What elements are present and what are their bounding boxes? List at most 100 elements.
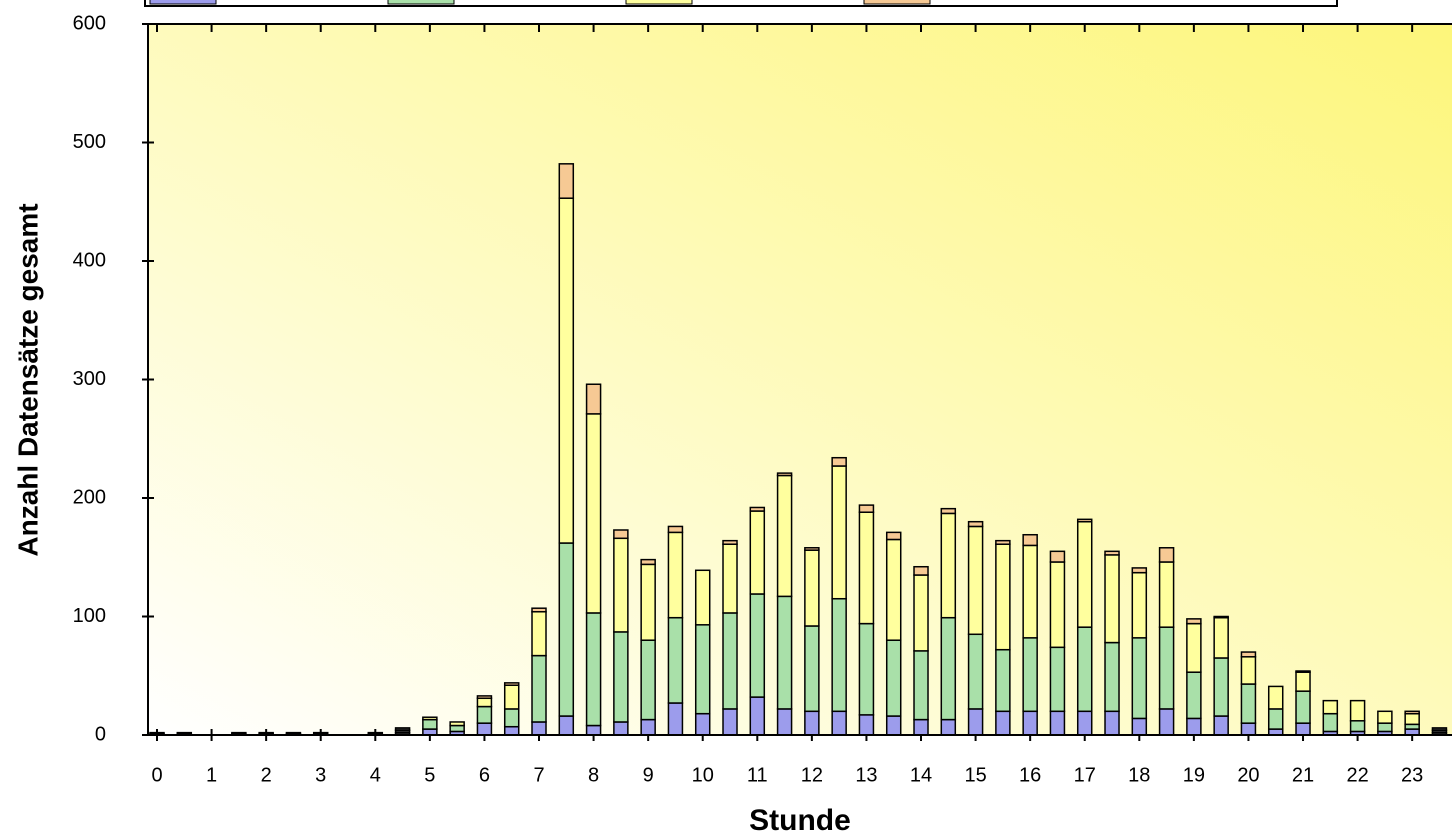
bar-segment: [885, 639, 902, 717]
bar-segment: [640, 563, 656, 641]
bar-segment: [667, 702, 684, 736]
bar-segment: [1022, 637, 1038, 713]
bar-segment: [585, 612, 602, 727]
bar-segment: [476, 705, 493, 724]
bar-segment: [1186, 671, 1202, 720]
y-axis-title: Anzahl Datensätze gesamt: [12, 203, 43, 556]
bar-segment: [1049, 561, 1066, 649]
bar-segment: [613, 631, 629, 723]
y-tick-label: 500: [73, 131, 106, 153]
bar-segment: [722, 543, 738, 614]
bar-segment: [1076, 710, 1093, 736]
bar-segment: [913, 574, 929, 652]
bar-segment: [804, 549, 820, 627]
x-tick-label: 2: [261, 764, 272, 786]
bar-segment: [749, 510, 766, 595]
bar-segment: [885, 531, 902, 541]
bar-segment: [667, 525, 684, 534]
x-axis-title: Stunde: [749, 804, 851, 837]
bar-segment: [558, 163, 575, 199]
x-tick-label: 20: [1237, 764, 1259, 786]
bar-segment: [558, 542, 575, 717]
legend-swatch: [149, 0, 217, 5]
bar-segment: [312, 731, 329, 735]
bar-segment: [1158, 708, 1175, 736]
x-tick-label: 23: [1401, 764, 1423, 786]
x-tick-label: 15: [964, 764, 986, 786]
bar-segment: [694, 624, 711, 715]
bar-segment: [1377, 722, 1393, 733]
x-tick-label: 11: [747, 764, 768, 786]
bar-segment: [476, 697, 493, 708]
bar-segment: [804, 625, 820, 713]
bar-segment: [1104, 554, 1120, 644]
bar-segment: [1240, 683, 1257, 724]
x-tick-label: 17: [1074, 764, 1096, 786]
bar-segment: [1158, 561, 1175, 628]
bar-segment: [367, 731, 384, 735]
bar-segment: [613, 721, 629, 736]
bar-segment: [558, 715, 575, 736]
y-tick-label: 600: [73, 12, 106, 34]
bar-segment: [940, 718, 957, 736]
bar-segment: [640, 718, 656, 736]
bar-segment: [1022, 533, 1038, 547]
bar-segment: [1131, 637, 1148, 720]
bar-segment: [640, 558, 656, 566]
bar-segment: [585, 413, 602, 614]
bar-segment: [995, 543, 1011, 651]
x-tick-label: 21: [1292, 764, 1314, 786]
bar-segment: [722, 708, 738, 736]
plot-background: [148, 24, 1452, 735]
bar-segment: [640, 639, 656, 721]
bar-segment: [503, 725, 520, 736]
bar-segment: [1049, 710, 1066, 736]
bar-segment: [776, 708, 793, 736]
bar-segment: [940, 507, 957, 515]
bar-segment: [1240, 651, 1257, 658]
bar-segment: [1295, 722, 1311, 736]
x-tick-label: 19: [1183, 764, 1205, 786]
bar-segment: [885, 538, 902, 641]
bar-segment: [1267, 685, 1284, 710]
bar-segment: [722, 612, 738, 710]
x-tick-label: 4: [370, 764, 381, 786]
bar-segment: [1131, 567, 1148, 574]
bar-segment: [1431, 727, 1448, 732]
bar-segment: [476, 695, 493, 700]
bar-segment: [449, 721, 465, 727]
bar-segment: [1213, 715, 1229, 736]
bar-segment: [995, 648, 1011, 713]
bar-segment: [995, 539, 1011, 545]
bar-segment: [967, 525, 984, 636]
bar-segment: [1022, 710, 1038, 736]
bar-segment: [1022, 544, 1038, 639]
bar-segment: [1322, 699, 1339, 715]
bar-segment: [1076, 518, 1093, 523]
bar-segment: [1240, 656, 1257, 685]
bar-segment: [913, 650, 929, 721]
bar-segment: [749, 593, 766, 698]
bar-segment: [285, 731, 302, 735]
bar-segment: [667, 616, 684, 704]
bar-segment: [1158, 626, 1175, 710]
y-tick-label: 300: [73, 368, 106, 390]
bar-segment: [1213, 657, 1229, 717]
bar-segment: [858, 511, 875, 625]
bar-segment: [967, 708, 984, 736]
bar-segment: [831, 465, 847, 600]
bar-segment: [1049, 550, 1066, 563]
bar-segment: [422, 718, 438, 730]
bar-segment: [503, 708, 520, 728]
bar-segment: [176, 731, 193, 735]
bar-segment: [776, 474, 793, 598]
bar-segment: [1186, 618, 1202, 625]
bar-segment: [722, 539, 738, 545]
bar-segment: [831, 597, 847, 713]
x-tick-label: 3: [315, 764, 326, 786]
x-tick-label: 8: [588, 764, 599, 786]
y-tick-label: 400: [73, 249, 106, 271]
bar-segment: [831, 710, 847, 736]
bar-segment: [1076, 520, 1093, 628]
y-tick-label: 100: [73, 605, 106, 627]
